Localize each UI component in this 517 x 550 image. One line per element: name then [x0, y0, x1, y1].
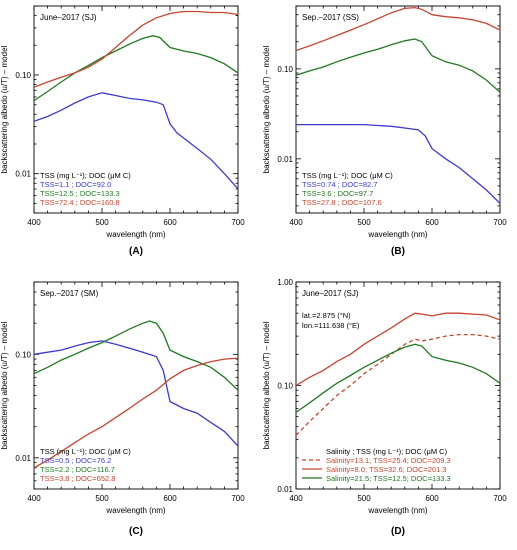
x-tick-label: 400 [27, 218, 41, 227]
legend-header: TSS (mg L⁻¹); DOC (μM C) [40, 171, 131, 180]
series-line [296, 6, 500, 52]
panel-label: (A) [129, 246, 143, 257]
x-tick-label: 700 [493, 494, 507, 503]
legend-entry: Salinity=13.1; TSS=25.4; DOC=209.3 [326, 456, 451, 465]
series-line [34, 92, 238, 190]
chart-annotation: lat.=2.875 (°N) [302, 311, 351, 320]
x-tick-label: 700 [231, 218, 245, 227]
x-tick-label: 700 [493, 218, 507, 227]
chart-annotation: lon.=111.638 (°E) [302, 321, 360, 330]
legend-entry: Salinity=21.5; TSS=12.5; DOC=133.3 [326, 474, 451, 483]
legend-entry: TSS=27.8 ; DOC=107.6 [302, 198, 382, 207]
x-tick-label: 500 [357, 494, 371, 503]
series-line [296, 123, 500, 204]
y-axis-label: backscattering albedo (u/T) – model [0, 45, 9, 173]
chart-panel: 400 500 600 700 0.01 0.10 wavelength (nm) backs… [262, 5, 507, 257]
x-tick-label: 500 [357, 218, 371, 227]
x-axis-label: wavelength (nm) [367, 230, 427, 239]
chart-title: June–2017 (SJ) [302, 289, 359, 298]
x-tick-label: 400 [289, 494, 303, 503]
chart-panel: 400 500 600 700 0.01 0.10 wavelength (nm) backs… [0, 5, 245, 257]
legend-entry: TSS=0.74 ; DOC=82.7 [302, 180, 377, 189]
legend-entry: TSS=3.8 ; DOC=652.8 [40, 474, 115, 483]
series-line [296, 343, 500, 413]
series-line [34, 10, 238, 88]
y-tick-label: 0.10 [277, 65, 293, 74]
y-axis-label: backscattering albedo (u/T) – model [0, 321, 9, 449]
chart-title: Sep.–2017 (SM) [40, 289, 99, 298]
x-tick-label: 500 [95, 494, 109, 503]
x-tick-label: 700 [231, 494, 245, 503]
series-line [296, 333, 500, 436]
panel-label: (C) [129, 526, 143, 537]
y-tick-label: 0.10 [15, 71, 31, 80]
legend-entry: TSS=1.1 ; DOC=92.0 [40, 180, 111, 189]
x-tick-label: 600 [425, 494, 439, 503]
legend-entry: Salinity=8.0; TSS=32.6; DOC=201.3 [326, 465, 447, 474]
x-tick-label: 600 [425, 218, 439, 227]
y-tick-label: 0.01 [277, 155, 293, 164]
plot-frame [295, 5, 501, 214]
x-axis-label: wavelength (nm) [367, 506, 427, 515]
legend-entry: TSS=2.2 ; DOC=116.7 [40, 465, 115, 474]
y-tick-label: 0.01 [15, 170, 31, 179]
y-axis-label: backscattering albedo (u/T) – model [262, 321, 271, 449]
x-tick-label: 600 [163, 218, 177, 227]
series-line [34, 357, 238, 469]
chart-panel: 400 500 600 700 0.01 0.10 wavelength (nm) backs… [0, 281, 245, 537]
y-axis-label: backscattering albedo (u/T) – model [262, 45, 271, 173]
legend-entry: TSS=3.6 ; DOC=97.7 [302, 189, 373, 198]
chart-title: Sep.–2017 (SS) [302, 13, 359, 22]
x-tick-label: 500 [95, 218, 109, 227]
series-line [296, 38, 500, 93]
legend-entry: TSS=0.5 ; DOC=76.2 [40, 456, 111, 465]
x-axis-label: wavelength (nm) [105, 230, 165, 239]
chart-panel: 400 500 600 700 0.01 0.10 1.00 wavelength (nm) b… [262, 278, 507, 537]
panel-label: (D) [391, 526, 405, 537]
y-tick-label: 0.10 [277, 382, 293, 391]
chart-title: June–2017 (SJ) [40, 13, 97, 22]
panel-label: (B) [391, 246, 405, 257]
legend-header: TSS (mg L⁻¹); DOC (μM C) [40, 447, 131, 456]
y-tick-label: 0.01 [277, 485, 293, 494]
y-tick-label: 0.01 [15, 454, 31, 463]
legend-entry: TSS=12.5 ; DOC=133.3 [40, 189, 120, 198]
plot-frame [33, 5, 239, 214]
x-tick-label: 400 [27, 494, 41, 503]
legend-header: Salinity ; TSS (mg L⁻¹); DOC (μM C) [326, 447, 448, 456]
x-axis-label: wavelength (nm) [105, 506, 165, 515]
series-line [34, 35, 238, 102]
x-tick-label: 400 [289, 218, 303, 227]
y-tick-label: 0.10 [15, 350, 31, 359]
series-line [296, 312, 500, 387]
y-tick-label: 1.00 [277, 278, 293, 287]
legend-entry: TSS=72.4 ; DOC=160.8 [40, 198, 120, 207]
series-line [34, 340, 238, 447]
legend-header: TSS (mg L⁻¹); DOC (μM C) [302, 171, 393, 180]
series-line [34, 320, 238, 391]
x-tick-label: 600 [163, 494, 177, 503]
